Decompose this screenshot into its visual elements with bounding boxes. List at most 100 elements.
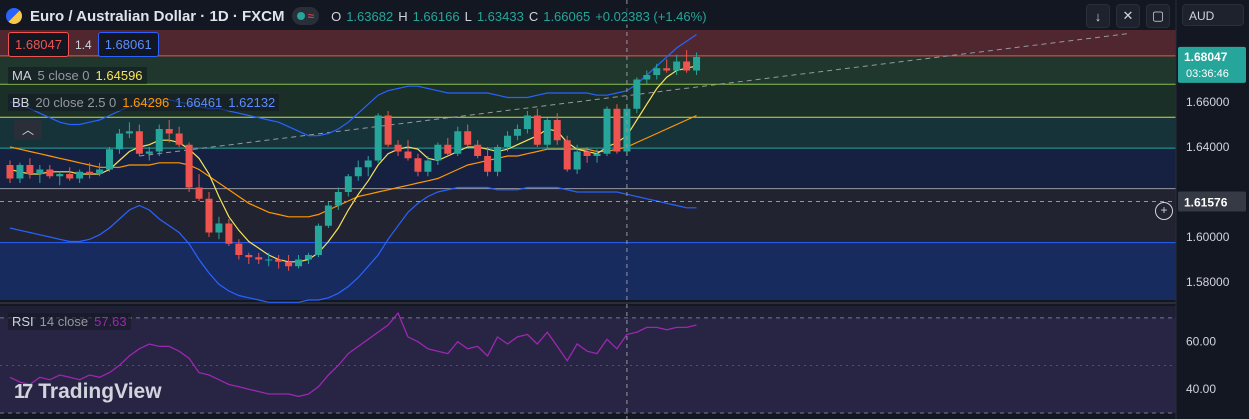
candle-body <box>255 257 263 260</box>
candle-body <box>215 223 223 233</box>
bull-candle <box>16 162 24 183</box>
candle-body <box>513 129 521 136</box>
add-crosshair-icon[interactable]: + <box>1155 202 1173 220</box>
ma-value: 1.64596 <box>95 68 143 83</box>
rsi-line <box>9 311 697 398</box>
market-status[interactable]: ≈ <box>292 7 320 25</box>
rsi-legend[interactable]: RSI 14 close 57.63 <box>8 313 131 330</box>
bear-candle <box>464 124 472 147</box>
last-price-badge <box>1178 46 1246 83</box>
candle-body <box>175 133 183 145</box>
rsi-tick-label: 60.00 <box>1186 335 1216 349</box>
candle-body <box>86 171 94 174</box>
zone-band <box>0 188 1176 243</box>
close-label: C <box>528 8 539 24</box>
bull-candle <box>344 174 352 197</box>
candle-body <box>474 144 482 156</box>
candle-body <box>265 259 273 261</box>
arrow-down-icon[interactable]: ↓ <box>1086 4 1110 28</box>
collapse-arrows-icon[interactable]: ✕ <box>1116 4 1140 28</box>
candle-body <box>384 115 392 145</box>
symbol-flag-icon <box>6 8 22 24</box>
candle-body <box>663 68 671 71</box>
rsi-params: 14 close <box>39 314 89 329</box>
bb-params: 20 close 2.5 0 <box>35 95 117 110</box>
tradingview-logo[interactable]: 17 TradingView <box>14 380 162 404</box>
ma-name: MA <box>12 68 32 83</box>
candle-body <box>583 151 591 156</box>
bear-candle <box>285 255 293 271</box>
rsi-name: RSI <box>12 314 34 329</box>
candle-body <box>354 167 362 177</box>
rsi-value: 57.63 <box>94 314 127 329</box>
candle-body <box>205 198 213 233</box>
bear-candle <box>165 120 173 143</box>
candle-body <box>66 174 74 179</box>
candle-body <box>613 108 621 152</box>
zone-band <box>0 117 1176 149</box>
bear-candle <box>175 126 183 147</box>
candle-body <box>653 68 661 75</box>
candle-body <box>135 131 143 154</box>
candle-body <box>145 151 153 154</box>
bear-candle <box>26 158 34 179</box>
bear-candle <box>205 192 213 237</box>
bull-candle <box>523 111 531 134</box>
bull-candle <box>125 122 133 138</box>
candle-body <box>454 131 462 154</box>
bear-candle <box>225 219 233 246</box>
symbol-title[interactable]: Euro / Australian Dollar · 1D · FXCM <box>30 7 285 25</box>
buy-button[interactable]: 1.68061 <box>97 32 159 57</box>
bear-candle <box>484 147 492 177</box>
bull-candle <box>215 216 223 240</box>
bear-candle <box>444 138 452 156</box>
collapse-legend-button[interactable]: ︿ <box>14 120 42 140</box>
ma-legend[interactable]: MA 5 close 0 1.64596 <box>8 67 147 84</box>
bull-candle <box>106 147 113 172</box>
rsi-pane-fill <box>0 306 1176 413</box>
candle-body <box>633 79 641 109</box>
low-label: L <box>464 8 472 24</box>
bull-candle <box>454 126 462 156</box>
chart-toolbar: ↓ ✕ ▢ <box>1086 4 1170 28</box>
bull-candle <box>324 201 332 228</box>
price-tick-label: 1.60000 <box>1186 230 1230 244</box>
candle-body <box>16 165 24 179</box>
bull-candle <box>56 171 64 186</box>
high-value: 1.66166 <box>412 8 460 24</box>
candle-body <box>36 169 44 174</box>
candle-body <box>295 259 303 267</box>
bear-candle <box>613 104 621 154</box>
candle-body <box>484 156 492 172</box>
quote-panel: 1.68047 1.4 1.68061 <box>8 32 159 57</box>
candle-body <box>603 108 611 154</box>
candle-body <box>673 61 681 71</box>
fullscreen-icon[interactable]: ▢ <box>1146 4 1170 28</box>
candle-body <box>334 192 342 206</box>
bull-candle <box>424 156 432 177</box>
bear-candle <box>474 140 482 159</box>
bb-legend[interactable]: BB 20 close 2.5 0 1.64296 1.66461 1.6213… <box>8 94 280 111</box>
bear-candle <box>255 252 263 264</box>
bull-candle <box>36 165 44 183</box>
sell-button[interactable]: 1.68047 <box>8 32 69 57</box>
bull-candle <box>354 160 362 181</box>
candle-body <box>76 171 84 179</box>
bull-candle <box>573 144 581 174</box>
bear-candle <box>384 111 392 147</box>
bull-candle <box>76 169 84 183</box>
currency-selector[interactable]: AUD <box>1182 4 1244 26</box>
bear-candle <box>66 167 74 181</box>
candle-body <box>464 131 472 145</box>
zone-band <box>0 55 1176 85</box>
candle-body <box>543 120 551 145</box>
spread-value: 1.4 <box>75 37 92 52</box>
candle-body <box>523 115 531 129</box>
candle-body <box>285 261 293 267</box>
bear-candle <box>404 140 412 161</box>
candle-body <box>106 149 113 170</box>
wave-icon: ≈ <box>307 9 315 23</box>
candle-body <box>6 165 14 179</box>
